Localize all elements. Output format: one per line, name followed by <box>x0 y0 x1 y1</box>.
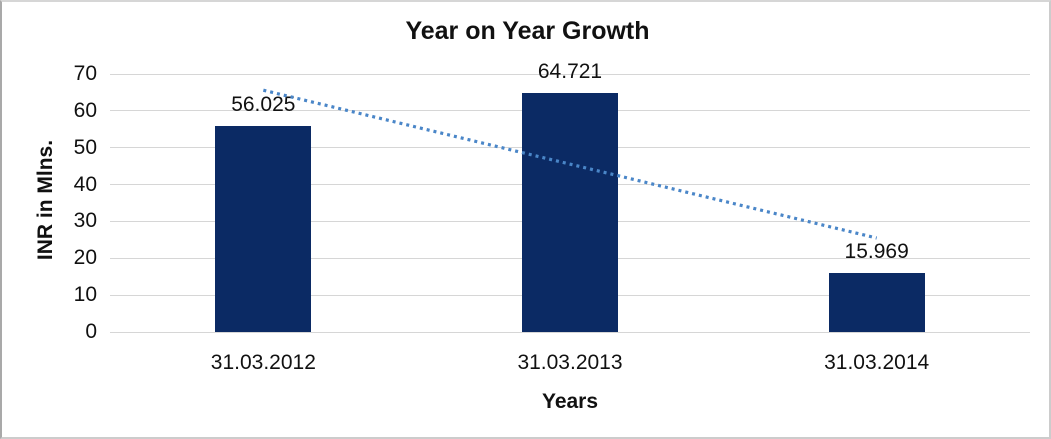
bar-value-label: 56.025 <box>231 92 296 116</box>
gridline <box>110 331 1030 333</box>
bar <box>215 125 312 332</box>
y-tick-label: 50 <box>73 135 97 159</box>
bar-value-label: 15.969 <box>844 240 909 264</box>
chart-title: Year on Year Growth <box>405 17 650 45</box>
y-tick-label: 30 <box>73 209 97 233</box>
y-tick-label: 40 <box>73 172 97 196</box>
y-tick-label: 20 <box>73 246 97 270</box>
bar-value-label: 64.721 <box>537 60 603 84</box>
bar <box>522 93 618 332</box>
bar <box>828 273 925 332</box>
x-tick-label: 31.03.2013 <box>517 351 623 374</box>
y-tick-label: 60 <box>73 98 97 122</box>
gridline <box>110 73 1030 75</box>
x-axis-title: Years <box>541 390 599 413</box>
y-tick-label: 0 <box>85 320 97 343</box>
y-tick-label: 10 <box>73 283 97 307</box>
x-tick-label: 31.03.2014 <box>824 351 930 374</box>
y-tick-label: 70 <box>73 62 97 85</box>
x-tick-label: 31.03.2012 <box>210 351 316 374</box>
